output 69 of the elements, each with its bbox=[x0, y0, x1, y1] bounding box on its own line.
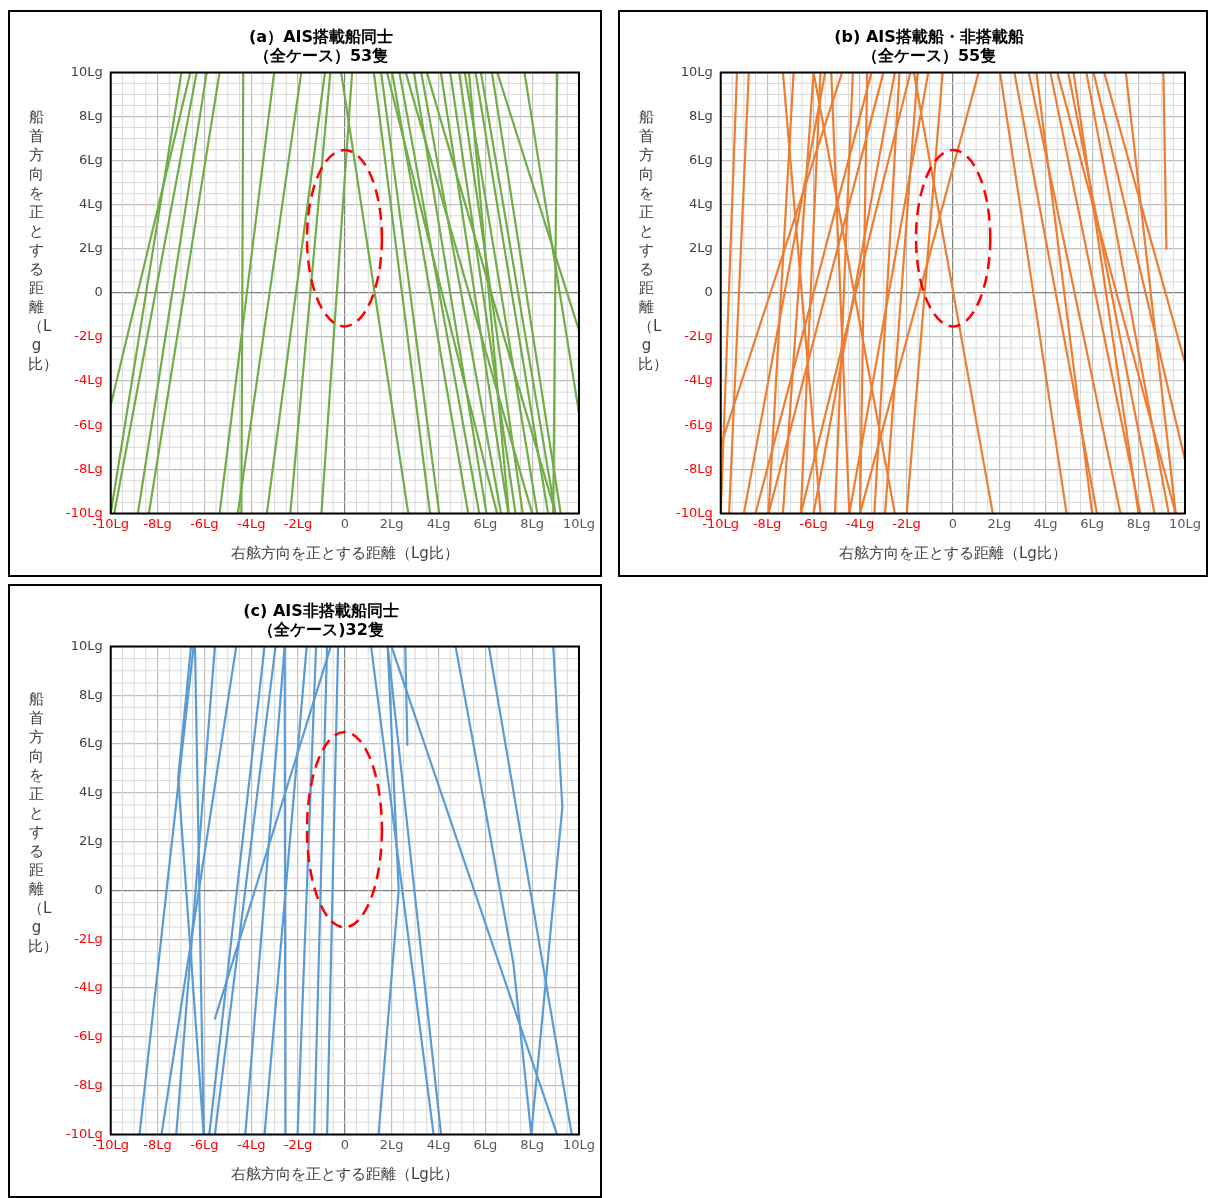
y-tick-label: 10Lg bbox=[680, 63, 713, 79]
y-tick-label: -6Lg bbox=[684, 416, 713, 432]
y-tick-label: 10Lg bbox=[70, 637, 103, 653]
x-tick-label: -4Lg bbox=[845, 515, 875, 531]
y-tick-label: -6Lg bbox=[74, 1028, 103, 1044]
y-tick-label: -2Lg bbox=[74, 930, 103, 946]
x-tick-label: -4Lg bbox=[236, 1136, 266, 1152]
y-tick-label: -2Lg bbox=[684, 328, 713, 344]
y-tick-label: 8Lg bbox=[688, 107, 713, 123]
x-tick-label: 4Lg bbox=[426, 1136, 451, 1152]
x-tick-label: 10Lg bbox=[562, 515, 596, 531]
chart-title: (c) AIS非搭載船同士（全ケース)32隻 bbox=[243, 600, 399, 639]
y-tick-label: -8Lg bbox=[74, 460, 103, 476]
y-tick-label: -2Lg bbox=[74, 328, 103, 344]
x-tick-label: 8Lg bbox=[520, 1136, 545, 1152]
chart-title: (b) AIS搭載船・非搭載船（全ケース）55隻 bbox=[834, 26, 1024, 65]
x-tick-label: 0 bbox=[340, 515, 349, 531]
y-tick-label: 2Lg bbox=[78, 240, 103, 256]
chart-title: (a）AIS搭載船同士（全ケース）53隻 bbox=[249, 26, 393, 65]
y-tick-label: 2Lg bbox=[688, 240, 713, 256]
y-tick-label: 8Lg bbox=[78, 686, 103, 702]
y-tick-label: -8Lg bbox=[74, 1076, 103, 1092]
x-tick-label: -6Lg bbox=[190, 515, 219, 531]
x-tick-label: 8Lg bbox=[520, 515, 545, 531]
x-tick-label: 8Lg bbox=[1126, 515, 1151, 531]
y-tick-label: 4Lg bbox=[688, 196, 713, 212]
y-tick-label: 4Lg bbox=[78, 196, 103, 212]
text: 船首方向を正とする距離（Lg比） bbox=[28, 108, 58, 374]
text: 船首方向を正とする距離（Lg比） bbox=[638, 108, 668, 374]
x-tick-label: 6Lg bbox=[473, 1136, 498, 1152]
y-tick-label: -8Lg bbox=[684, 460, 713, 476]
y-tick-label: -4Lg bbox=[684, 372, 713, 388]
x-tick-label: -2Lg bbox=[283, 515, 313, 531]
y-tick-label: 0 bbox=[94, 284, 103, 300]
x-tick-label: -8Lg bbox=[143, 1136, 172, 1152]
x-tick-label: -8Lg bbox=[143, 515, 172, 531]
x-tick-label: 2Lg bbox=[379, 515, 404, 531]
text: 船首方向を正とする距離（Lg比） bbox=[28, 690, 58, 956]
y-tick-label: 8Lg bbox=[78, 107, 103, 123]
x-tick-label: -6Lg bbox=[799, 515, 828, 531]
x-axis-title: 右舷方向を正とする距離（Lg比） bbox=[230, 1164, 459, 1183]
x-tick-label: 4Lg bbox=[1033, 515, 1058, 531]
y-tick-label: 2Lg bbox=[78, 832, 103, 848]
x-tick-label: 2Lg bbox=[987, 515, 1012, 531]
x-tick-label: -2Lg bbox=[283, 1136, 313, 1152]
y-tick-label: 6Lg bbox=[688, 151, 713, 167]
y-tick-label: 4Lg bbox=[78, 784, 103, 800]
x-tick-label: 6Lg bbox=[473, 515, 498, 531]
x-tick-label: 0 bbox=[948, 515, 957, 531]
y-tick-label: -4Lg bbox=[74, 372, 103, 388]
y-tick-label: 0 bbox=[704, 284, 713, 300]
x-tick-label: 10Lg bbox=[1168, 515, 1202, 531]
x-tick-label: -6Lg bbox=[190, 1136, 219, 1152]
x-tick-label: 0 bbox=[340, 1136, 349, 1152]
y-tick-label: 0 bbox=[94, 881, 103, 897]
y-tick-label: -6Lg bbox=[74, 416, 103, 432]
y-tick-label: 6Lg bbox=[78, 735, 103, 751]
x-tick-label: 6Lg bbox=[1080, 515, 1105, 531]
x-axis-title: 右舷方向を正とする距離（Lg比） bbox=[230, 543, 459, 562]
y-tick-label: -4Lg bbox=[74, 979, 103, 995]
y-tick-label: 10Lg bbox=[70, 63, 103, 79]
x-tick-label: -2Lg bbox=[892, 515, 921, 531]
x-tick-label: 4Lg bbox=[426, 515, 451, 531]
x-tick-label: 10Lg bbox=[562, 1136, 596, 1152]
x-tick-label: -4Lg bbox=[236, 515, 266, 531]
x-tick-label: -8Lg bbox=[752, 515, 782, 531]
y-tick-label: 6Lg bbox=[78, 151, 103, 167]
x-axis-title: 右舷方向を正とする距離（Lg比） bbox=[838, 543, 1067, 562]
x-tick-label: 2Lg bbox=[379, 1136, 404, 1152]
